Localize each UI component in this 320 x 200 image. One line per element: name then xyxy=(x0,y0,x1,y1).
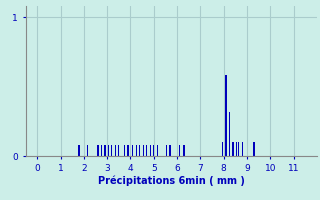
Bar xyxy=(236,142,237,156)
Bar xyxy=(104,145,106,156)
Bar xyxy=(142,145,144,156)
Bar xyxy=(253,142,255,156)
Bar xyxy=(139,145,140,156)
Bar xyxy=(166,145,167,156)
Bar xyxy=(108,145,109,156)
Bar xyxy=(183,145,185,156)
Bar xyxy=(149,145,151,156)
Bar xyxy=(153,145,155,156)
Bar xyxy=(169,145,171,156)
Bar xyxy=(115,145,116,156)
Bar xyxy=(229,112,230,156)
Bar xyxy=(179,145,180,156)
Bar xyxy=(87,145,88,156)
Bar xyxy=(238,142,239,156)
Bar xyxy=(146,145,148,156)
X-axis label: Précipitations 6min ( mm ): Précipitations 6min ( mm ) xyxy=(98,175,244,186)
Bar xyxy=(118,145,119,156)
Bar xyxy=(136,145,137,156)
Bar xyxy=(225,75,227,156)
Bar xyxy=(124,145,125,156)
Bar xyxy=(100,145,102,156)
Bar xyxy=(111,145,113,156)
Bar xyxy=(97,145,99,156)
Bar xyxy=(78,145,80,156)
Bar xyxy=(127,145,129,156)
Bar xyxy=(222,142,223,156)
Bar xyxy=(132,145,133,156)
Bar xyxy=(242,142,243,156)
Bar xyxy=(232,142,234,156)
Bar xyxy=(156,145,158,156)
